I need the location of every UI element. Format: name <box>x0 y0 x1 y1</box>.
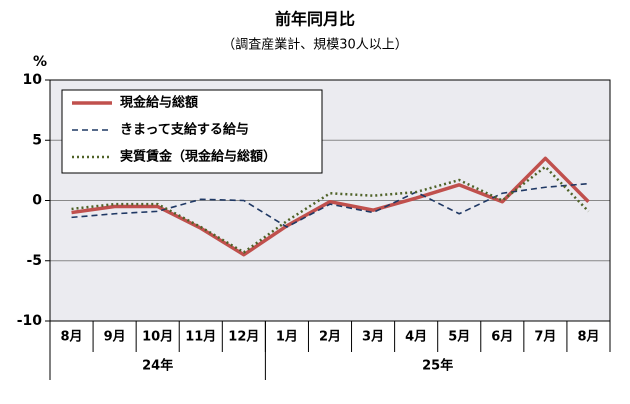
y-tick-label: 10 <box>23 72 43 88</box>
year-label: 25年 <box>422 358 453 374</box>
chart-subtitle: （調査産業計、規模30人以上） <box>222 37 408 53</box>
series-line <box>71 182 589 228</box>
series-line <box>71 156 590 257</box>
x-tick-label: 5月 <box>448 330 470 345</box>
y-tick-label: 5 <box>32 132 42 148</box>
x-tick-label: 3月 <box>362 330 384 345</box>
x-tick-label: 7月 <box>534 330 556 345</box>
y-tick-label: -5 <box>26 253 42 269</box>
x-tick-label: 4月 <box>405 330 427 345</box>
plot-border <box>49 79 611 322</box>
chart-title: 前年同月比 <box>275 10 355 29</box>
x-tick-label: 8月 <box>577 330 599 345</box>
series-line <box>71 165 590 254</box>
legend-label: 現金給与総額 <box>120 95 198 111</box>
legend-label: きまって支給する給与 <box>120 122 249 138</box>
x-tick-label: 10月 <box>142 330 173 345</box>
x-tick-label: 2月 <box>319 330 341 345</box>
x-tick-label: 12月 <box>228 330 259 345</box>
y-tick-label: 0 <box>32 193 42 209</box>
y-unit: % <box>33 54 47 70</box>
year-label: 24年 <box>142 358 173 374</box>
x-tick-label: 8月 <box>61 330 83 345</box>
legend-label: 実質賃金（現金給与総額） <box>120 149 276 165</box>
x-tick-label: 11月 <box>185 330 216 345</box>
x-tick-label: 1月 <box>276 330 298 345</box>
x-tick-label: 6月 <box>491 330 513 345</box>
x-tick-label: 9月 <box>104 330 126 345</box>
y-tick-label: -10 <box>17 313 43 329</box>
